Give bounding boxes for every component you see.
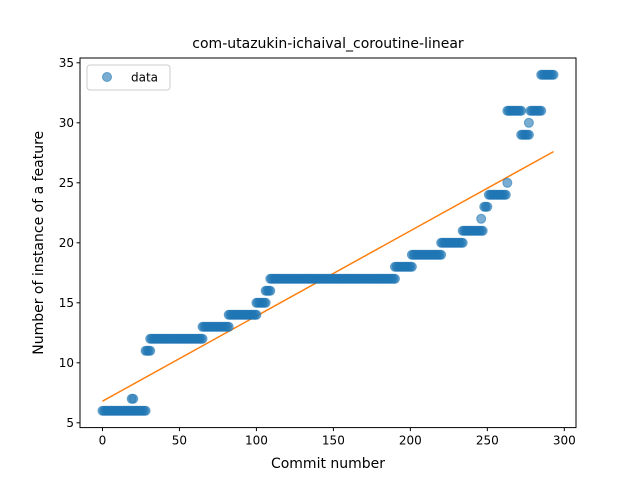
x-axis-label: Commit number bbox=[271, 456, 385, 472]
data-point bbox=[145, 345, 156, 356]
data-point bbox=[523, 117, 534, 128]
data-point bbox=[260, 297, 271, 308]
data-point bbox=[406, 261, 417, 272]
legend-label-data: data bbox=[131, 71, 158, 85]
x-tick-label: 200 bbox=[399, 434, 422, 448]
x-tick-label: 300 bbox=[553, 434, 576, 448]
y-tick-label: 20 bbox=[59, 236, 74, 250]
data-point bbox=[436, 249, 447, 260]
data-point bbox=[389, 273, 400, 284]
x-tick-label: 50 bbox=[172, 434, 187, 448]
data-point bbox=[516, 105, 527, 116]
x-tick-label: 100 bbox=[245, 434, 268, 448]
data-points-layer bbox=[97, 69, 559, 416]
data-point bbox=[536, 105, 547, 116]
data-point bbox=[482, 201, 493, 212]
data-point bbox=[223, 321, 234, 332]
data-point bbox=[502, 177, 513, 188]
y-tick-label: 15 bbox=[59, 296, 74, 310]
y-tick-label: 10 bbox=[59, 356, 74, 370]
y-tick-label: 35 bbox=[59, 56, 74, 70]
data-point bbox=[140, 405, 151, 416]
x-axis-ticks: 0 50 100 150 200 250 300 bbox=[99, 427, 576, 448]
data-point bbox=[457, 237, 468, 248]
x-tick-label: 250 bbox=[476, 434, 499, 448]
chart-title: com-utazukin-ichaival_coroutine-linear bbox=[192, 36, 464, 52]
x-tick-label: 150 bbox=[322, 434, 345, 448]
legend-marker-data bbox=[102, 72, 112, 82]
data-point bbox=[523, 129, 534, 140]
data-point bbox=[265, 285, 276, 296]
legend: data bbox=[86, 64, 171, 91]
data-point bbox=[128, 393, 139, 404]
data-point bbox=[500, 189, 511, 200]
data-point bbox=[251, 309, 262, 320]
y-tick-label: 30 bbox=[59, 116, 74, 130]
x-tick-label: 0 bbox=[99, 434, 107, 448]
data-point bbox=[548, 69, 559, 80]
y-axis-label: Number of instance of a feature bbox=[31, 131, 47, 355]
y-tick-label: 25 bbox=[59, 176, 74, 190]
data-point bbox=[476, 213, 487, 224]
y-axis-ticks: 5 10 15 20 25 30 35 bbox=[59, 56, 80, 430]
data-point bbox=[197, 333, 208, 344]
data-point bbox=[477, 225, 488, 236]
legend-box bbox=[86, 64, 171, 91]
y-tick-label: 5 bbox=[66, 416, 74, 430]
